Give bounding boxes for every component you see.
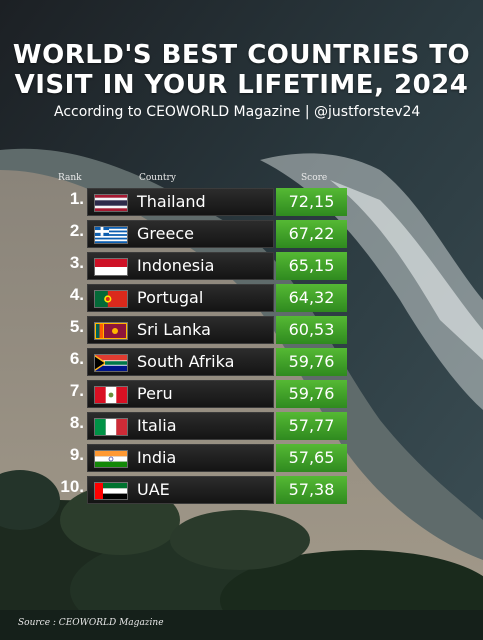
country-cell: Peru (87, 380, 274, 408)
table-row: 10. UAE 57,38 (0, 474, 483, 506)
peru-flag-icon (94, 386, 128, 404)
country-cell: Thailand (87, 188, 274, 216)
chart-subtitle: According to CEOWORLD Magazine | @justfo… (54, 104, 421, 120)
score-value: 57,65 (276, 444, 347, 472)
country-cell: India (87, 444, 274, 472)
country-name: Portugal (137, 288, 204, 307)
table-row: 8. Italia 57,77 (0, 410, 483, 442)
score-value: 59,76 (276, 380, 347, 408)
uae-flag-icon (94, 482, 128, 500)
header-score: Score (301, 173, 328, 183)
table-row: 5. Sri Lanka 60,53 (0, 314, 483, 346)
india-flag-icon (94, 450, 128, 468)
country-name: Thailand (137, 192, 206, 211)
score-value: 57,77 (276, 412, 347, 440)
score-value: 60,53 (276, 316, 347, 344)
score-value: 67,22 (276, 220, 347, 248)
table-row: 3. Indonesia 65,15 (0, 250, 483, 282)
rank-label: 8. (69, 413, 84, 432)
country-cell: Portugal (87, 284, 274, 312)
score-value: 64,32 (276, 284, 347, 312)
country-name: Peru (137, 384, 173, 403)
country-name: Greece (137, 224, 194, 243)
rank-label: 7. (69, 381, 84, 400)
italy-flag-icon (94, 418, 128, 436)
rank-label: 3. (69, 253, 84, 272)
title-line-1: WORLD'S BEST COUNTRIES TO (12, 40, 471, 70)
country-cell: Indonesia (87, 252, 274, 280)
country-name: Indonesia (137, 256, 215, 275)
rank-label: 5. (69, 317, 84, 336)
score-value: 72,15 (276, 188, 347, 216)
rank-label: 10. (60, 477, 84, 496)
table-row: 6. South Afrika 59,76 (0, 346, 483, 378)
source-note: Source : CEOWORLD Magazine (18, 618, 164, 628)
score-value: 57,38 (276, 476, 347, 504)
table-row: 2. Greece 67,22 (0, 218, 483, 250)
score-value: 65,15 (276, 252, 347, 280)
portugal-flag-icon (94, 290, 128, 308)
table-row: 9. India 57,65 (0, 442, 483, 474)
country-name: Sri Lanka (137, 320, 211, 339)
rank-label: 4. (69, 285, 84, 304)
header-rank: Rank (58, 173, 82, 183)
country-cell: Greece (87, 220, 274, 248)
rank-label: 1. (69, 189, 84, 208)
chart-title: WORLD'S BEST COUNTRIES TO VISIT IN YOUR … (0, 40, 483, 100)
rank-label: 2. (69, 221, 84, 240)
ranking-table: 1. Thailand 72,15 2. Greece 67,22 3. Indonesia 6… (0, 186, 483, 506)
country-name: South Afrika (137, 352, 235, 371)
country-cell: Italia (87, 412, 274, 440)
table-row: 7. Peru 59,76 (0, 378, 483, 410)
indonesia-flag-icon (94, 258, 128, 276)
country-cell: UAE (87, 476, 274, 504)
country-cell: South Afrika (87, 348, 274, 376)
country-name: Italia (137, 416, 177, 435)
country-cell: Sri Lanka (87, 316, 274, 344)
greece-flag-icon (94, 226, 128, 244)
score-value: 59,76 (276, 348, 347, 376)
header-country: Country (139, 173, 176, 183)
title-line-2: VISIT IN YOUR LIFETIME, 2024 (14, 70, 469, 100)
rank-label: 9. (69, 445, 84, 464)
south-africa-flag-icon (94, 354, 128, 372)
country-name: India (137, 448, 177, 467)
country-name: UAE (137, 480, 170, 499)
thailand-flag-icon (94, 194, 128, 212)
table-row: 1. Thailand 72,15 (0, 186, 483, 218)
sri-lanka-flag-icon (94, 322, 128, 340)
rank-label: 6. (69, 349, 84, 368)
table-row: 4. Portugal 64,32 (0, 282, 483, 314)
